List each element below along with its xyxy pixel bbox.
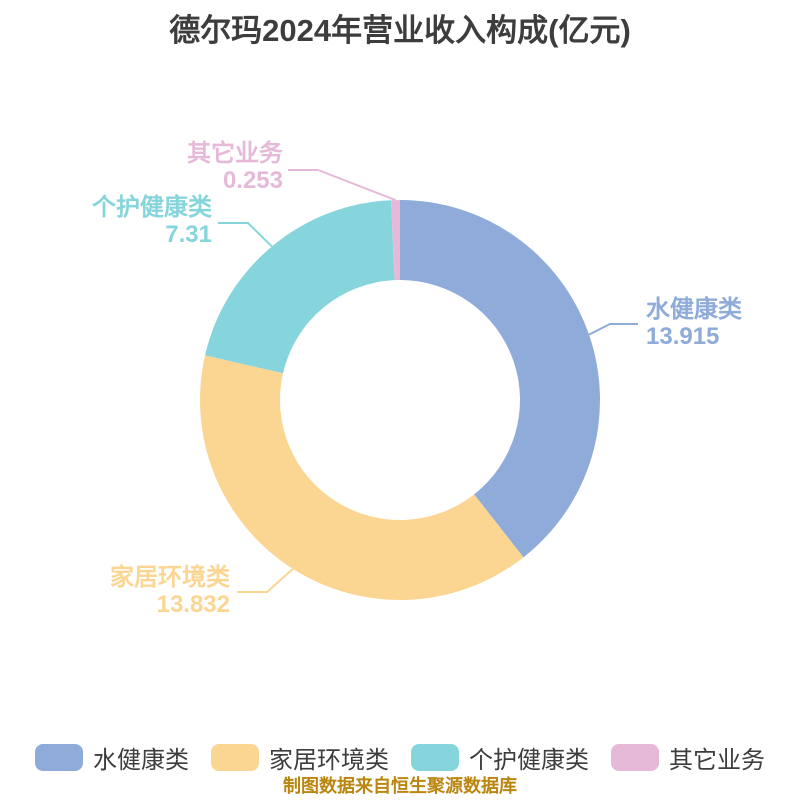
leader-line-home-environment (237, 568, 294, 593)
legend-label: 家居环境类 (269, 747, 389, 774)
leader-line-other-business (288, 169, 396, 201)
callout-value: 13.915 (646, 323, 720, 350)
legend-swatch-icon (211, 744, 259, 771)
callout-label: 水健康类 (646, 296, 742, 323)
callout-value: 13.832 (156, 591, 230, 618)
callout-water-health: 水健康类 13.915 (646, 296, 800, 350)
callout-label: 其它业务 (187, 140, 283, 167)
legend-item-other-business[interactable]: 其它业务 (611, 740, 765, 775)
donut-slice-home-environment[interactable] (199, 355, 524, 600)
chart-title: 德尔玛2024年营业收入构成(亿元) (169, 13, 631, 48)
legend-label: 其它业务 (669, 747, 765, 774)
legend-item-water-health[interactable]: 水健康类 (35, 740, 189, 775)
leader-line-water-health (588, 323, 638, 336)
callout-label: 家居环境类 (110, 564, 230, 591)
legend-swatch-icon (411, 744, 459, 771)
data-source-note: 制图数据来自恒生聚源数据库 (283, 776, 517, 796)
legend-label: 个护健康类 (469, 747, 589, 774)
leader-line-personal-care (218, 222, 273, 248)
callout-value: 0.253 (222, 167, 283, 194)
callout-other-business: 其它业务 0.253 (81, 140, 283, 194)
legend: 水健康类 家居环境类 个护健康类 其它业务 (0, 740, 800, 775)
legend-item-personal-care[interactable]: 个护健康类 (411, 740, 589, 775)
callout-home-environment: 家居环境类 13.832 (28, 564, 230, 618)
legend-item-home-environment[interactable]: 家居环境类 (211, 740, 389, 775)
donut-slice-personal-care[interactable] (205, 200, 395, 374)
donut-slice-water-health[interactable] (400, 200, 600, 558)
callout-value: 7.31 (165, 221, 212, 248)
legend-label: 水健康类 (93, 747, 189, 774)
donut-slice-other-business[interactable] (391, 200, 400, 281)
callout-personal-care: 个护健康类 7.31 (10, 194, 212, 248)
callout-label: 个护健康类 (92, 194, 212, 221)
legend-swatch-icon (611, 744, 659, 771)
legend-swatch-icon (35, 744, 83, 771)
